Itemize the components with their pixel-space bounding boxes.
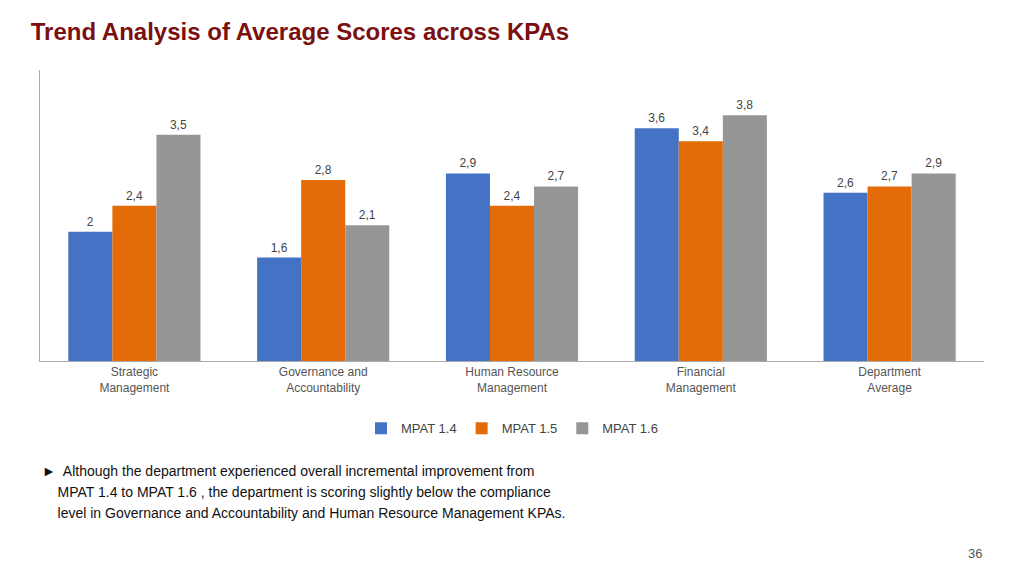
svg-text:2,1: 2,1 — [359, 208, 376, 222]
svg-text:36: 36 — [968, 546, 982, 561]
svg-text:DepartmentAverage: DepartmentAverage — [858, 365, 921, 395]
svg-text:3,5: 3,5 — [170, 118, 187, 132]
svg-text:2,4: 2,4 — [503, 189, 520, 203]
svg-text:2,7: 2,7 — [881, 169, 898, 183]
svg-text:2,9: 2,9 — [925, 156, 942, 170]
svg-text:2,6: 2,6 — [837, 176, 854, 190]
svg-text:level in Governance and Accoun: level in Governance and Accountability a… — [42, 505, 565, 521]
svg-text:2,9: 2,9 — [459, 156, 476, 170]
svg-text:► Although the department exp: ► Although the department experienced ov… — [42, 463, 534, 479]
svg-text:3,8: 3,8 — [736, 98, 753, 112]
svg-text:2,4: 2,4 — [126, 189, 143, 203]
svg-text:2,7: 2,7 — [548, 169, 565, 183]
svg-text:Trend Analysis of Average Scor: Trend Analysis of Average Scores across … — [31, 18, 569, 45]
svg-text:2: 2 — [87, 215, 94, 229]
svg-text:FinancialManagement: FinancialManagement — [666, 365, 737, 395]
svg-text:MPAT 1.4 to MPAT 1.6 , the dep: MPAT 1.4 to MPAT 1.6 , the department is… — [42, 484, 551, 500]
svg-text:MPAT 1.5: MPAT 1.5 — [502, 421, 558, 436]
svg-text:MPAT 1.4: MPAT 1.4 — [401, 421, 457, 436]
svg-text:Human ResourceManagement: Human ResourceManagement — [465, 365, 559, 395]
svg-text:3,6: 3,6 — [648, 111, 665, 125]
svg-text:3,4: 3,4 — [692, 124, 709, 138]
svg-text:MPAT 1.6: MPAT 1.6 — [602, 421, 658, 436]
svg-text:2,8: 2,8 — [315, 163, 332, 177]
svg-text:1,6: 1,6 — [271, 241, 288, 255]
svg-text:StrategicManagement: StrategicManagement — [99, 365, 170, 395]
svg-text:Governance andAccountability: Governance andAccountability — [279, 365, 368, 395]
